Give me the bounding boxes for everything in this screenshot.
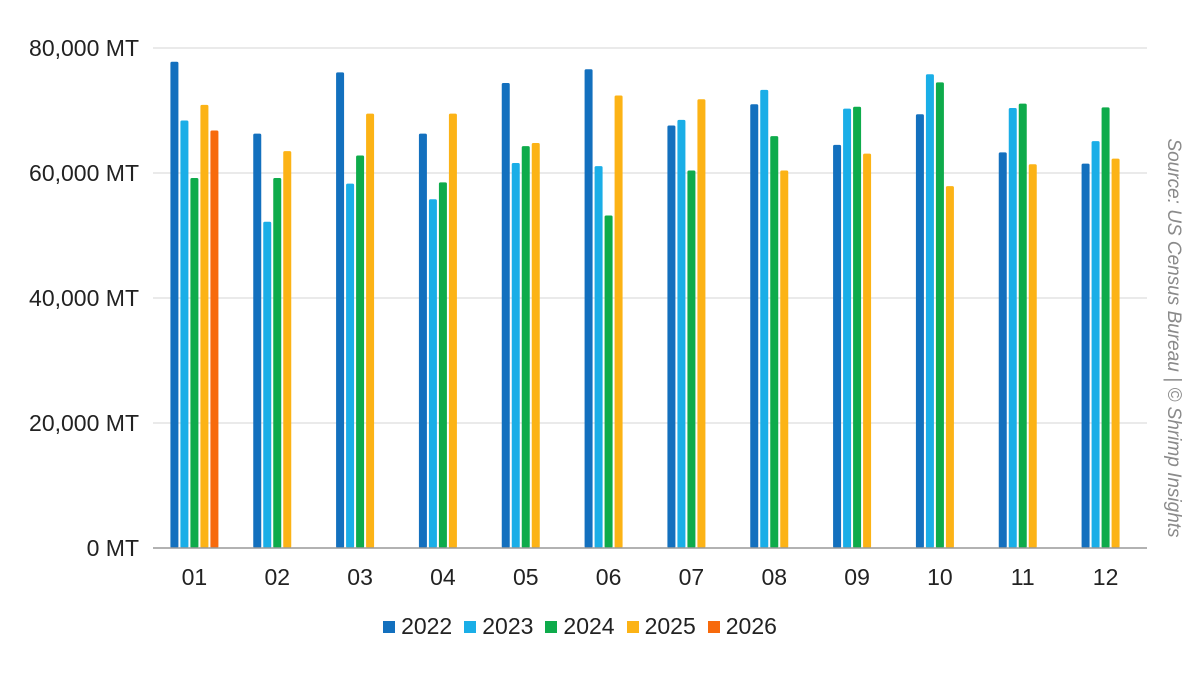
bar-2023-06: [594, 166, 603, 548]
bar-2023-09: [843, 108, 852, 548]
y-tick-label: 20,000 MT: [29, 410, 139, 436]
legend-label: 2023: [482, 613, 534, 639]
bar-2023-05: [511, 163, 520, 548]
bar-2022-01: [170, 61, 179, 548]
bar-2024-02: [273, 178, 282, 548]
bar-2022-06: [584, 69, 593, 548]
bar-2025-11: [1028, 164, 1037, 548]
y-axis: 0 MT 20,000 MT 40,000 MT 60,000 MT 80,000 MT: [29, 35, 139, 561]
bar-2024-08: [770, 136, 779, 548]
bar-2023-03: [346, 183, 355, 548]
legend-swatch: [626, 620, 639, 633]
legend-item-2025: 2025: [626, 613, 696, 640]
x-tick-label: 08: [761, 564, 787, 590]
legend-item-2022: 2022: [383, 613, 452, 640]
x-tick-label: 09: [844, 564, 870, 590]
bar-2023-04: [428, 199, 437, 548]
legend-label: 2026: [725, 613, 777, 639]
bar-2025-06: [614, 95, 623, 548]
bar-2024-05: [521, 146, 530, 548]
bars: [170, 61, 1120, 548]
bar-2024-09: [853, 106, 862, 548]
bar-2022-09: [833, 144, 842, 548]
bar-2023-02: [263, 221, 272, 548]
bar-2024-06: [604, 215, 613, 548]
bar-2024-11: [1018, 103, 1027, 548]
source-note: Source: US Census Bureau | © Shrimp Insi…: [1163, 138, 1184, 538]
bar-2023-01: [180, 120, 189, 548]
legend-swatch: [383, 620, 396, 633]
bar-2024-07: [687, 170, 696, 548]
bar-2025-01: [200, 104, 209, 548]
bar-2022-07: [667, 125, 676, 548]
bar-2023-12: [1091, 141, 1100, 548]
legend-item-2026: 2026: [707, 613, 777, 640]
legend-label: 2025: [644, 613, 696, 639]
x-axis: 01 02 03 04 05 06 07 08 09 10 11 12: [182, 564, 1119, 590]
bar-2025-10: [945, 186, 954, 548]
y-tick-label: 0 MT: [87, 535, 139, 561]
bar-2022-12: [1081, 163, 1090, 548]
bar-2022-11: [998, 152, 1007, 548]
bar-2023-10: [925, 74, 934, 548]
y-tick-label: 60,000 MT: [29, 160, 139, 186]
bar-2022-05: [501, 83, 510, 548]
bar-2025-04: [448, 113, 457, 548]
bar-2025-09: [863, 153, 872, 548]
legend-swatch: [464, 620, 477, 633]
legend-swatch: [707, 620, 720, 633]
legend-label: 2024: [563, 613, 615, 639]
bar-2023-11: [1008, 108, 1017, 548]
bar-2025-02: [283, 151, 292, 548]
bar-2023-08: [760, 89, 769, 548]
x-tick-label: 05: [513, 564, 539, 590]
bar-2022-08: [750, 104, 759, 548]
x-tick-label: 04: [430, 564, 456, 590]
bar-2022-03: [336, 72, 345, 548]
bar-2025-08: [780, 170, 789, 548]
legend-item-2023: 2023: [464, 613, 533, 640]
bar-2025-03: [366, 113, 375, 548]
bar-2025-12: [1111, 158, 1120, 548]
legend-label: 2022: [401, 613, 453, 639]
x-tick-label: 01: [182, 564, 208, 590]
bar-2024-12: [1101, 107, 1110, 548]
x-tick-label: 11: [1011, 564, 1035, 590]
bar-2024-04: [438, 182, 447, 548]
x-tick-label: 02: [264, 564, 290, 590]
bar-2022-10: [915, 114, 924, 548]
bar-2022-02: [253, 133, 262, 548]
legend-item-2024: 2024: [545, 613, 615, 640]
y-tick-label: 80,000 MT: [29, 35, 139, 61]
bar-2025-05: [531, 143, 540, 548]
bar-2024-10: [935, 82, 944, 548]
legend-swatch: [545, 620, 558, 633]
bar-2022-04: [418, 133, 427, 548]
x-tick-label: 03: [347, 564, 373, 590]
bar-2026-01: [210, 130, 219, 548]
x-tick-label: 10: [927, 564, 953, 590]
gridlines: [153, 47, 1147, 424]
y-tick-label: 40,000 MT: [29, 285, 139, 311]
x-tick-label: 06: [596, 564, 622, 590]
bar-2025-07: [697, 99, 706, 548]
bar-2024-01: [190, 178, 199, 548]
x-tick-label: 12: [1093, 564, 1119, 590]
x-tick-label: 07: [679, 564, 705, 590]
bar-2024-03: [356, 155, 365, 548]
bar-2023-07: [677, 119, 686, 548]
legend: 2022 2023 2024 2025 2026: [0, 613, 1160, 640]
